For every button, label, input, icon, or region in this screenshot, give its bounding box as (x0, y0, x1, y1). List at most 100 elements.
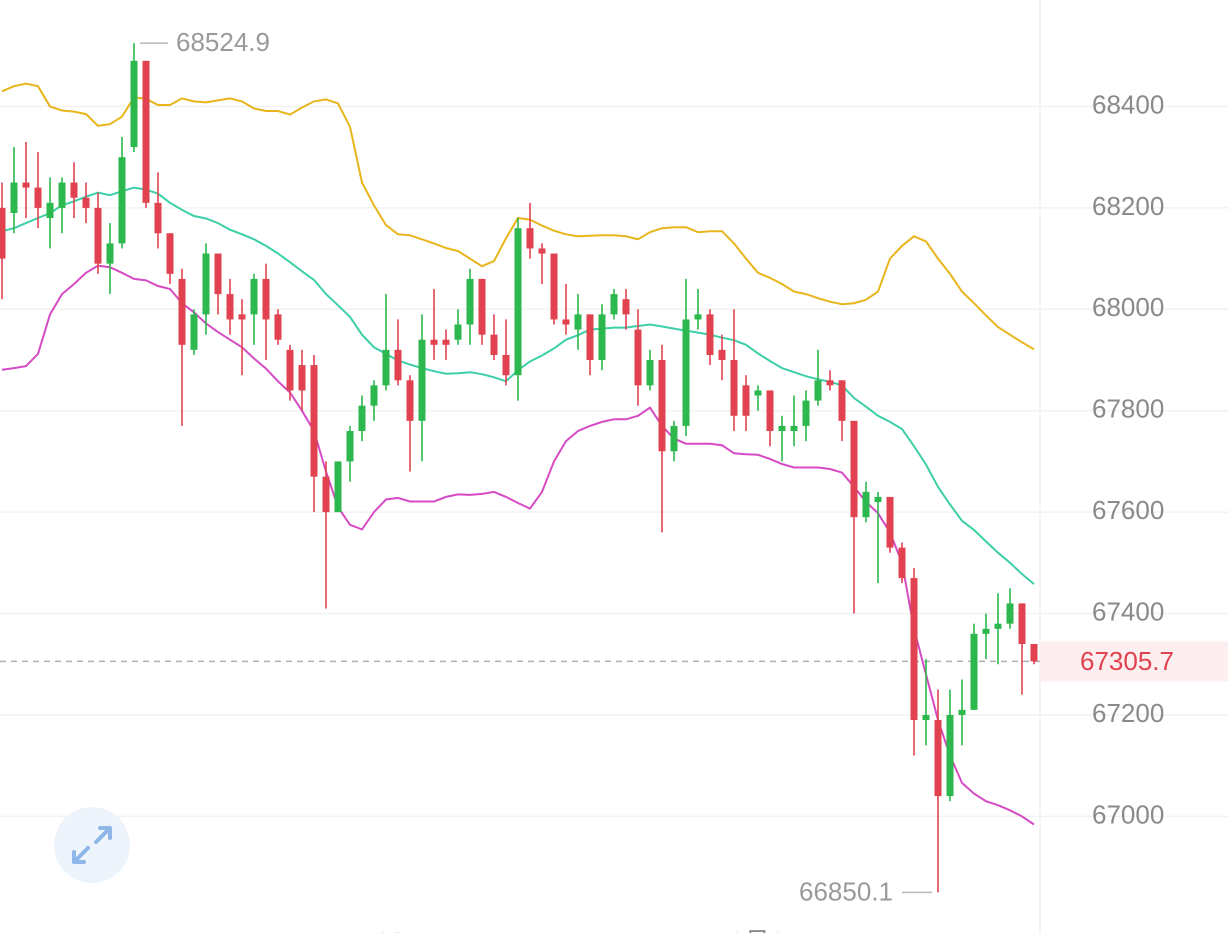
expand-icon[interactable] (72, 826, 112, 864)
band-line (1, 264, 1035, 826)
candle-body (706, 314, 714, 355)
candle-body (370, 385, 378, 406)
candle-body (358, 405, 366, 432)
candle-body (490, 334, 498, 355)
x-tick-label: 2月2 (730, 927, 785, 933)
candle-body (298, 365, 306, 391)
expand-circle[interactable] (54, 807, 130, 883)
candle-body (766, 390, 774, 432)
candle-body (382, 349, 390, 386)
candle-body (226, 294, 234, 320)
candle-body (898, 547, 906, 579)
candle-body (262, 278, 270, 320)
min-label: 66850.1 (799, 876, 893, 906)
candle-body (178, 278, 186, 345)
candle-body (442, 339, 450, 345)
last-price-box (1040, 641, 1228, 682)
candle-body (94, 207, 102, 264)
candle-body (190, 314, 198, 350)
candle-body (466, 278, 474, 325)
candle-body (958, 709, 966, 715)
candle-body (70, 182, 78, 198)
candle-body (982, 628, 990, 634)
y-tick-label: 68200 (1092, 191, 1164, 221)
candle-body (730, 360, 738, 416)
candle-body (658, 360, 666, 452)
candle-body (994, 623, 1002, 629)
candle-body (682, 319, 690, 426)
y-tick-label: 67800 (1092, 394, 1164, 424)
y-tick-label: 68400 (1092, 89, 1164, 119)
candle-body (550, 253, 558, 320)
candle-body (850, 420, 858, 518)
candle-body (310, 365, 318, 477)
candle-body (214, 253, 222, 295)
candle-body (202, 253, 210, 315)
candle-body (1030, 643, 1038, 662)
candle-body (154, 202, 162, 234)
candle-body (502, 354, 510, 376)
candle-body (838, 380, 846, 421)
candle-body (274, 314, 282, 340)
candle-body (874, 496, 882, 502)
candle-body (514, 228, 522, 376)
candle-body (934, 720, 942, 797)
y-tick-label: 67400 (1092, 596, 1164, 626)
expand-button[interactable] (54, 807, 130, 883)
candle-body (82, 197, 90, 208)
x-tick-label: 14:00 (339, 927, 404, 933)
candle-body (106, 243, 114, 264)
candle-body (802, 400, 810, 426)
candle-body (322, 476, 330, 513)
candle-body (970, 633, 978, 710)
y-tick-label: 67200 (1092, 698, 1164, 728)
candle-body (58, 182, 66, 208)
candle-body (670, 425, 678, 452)
candle-body (34, 187, 42, 208)
candle-body (22, 182, 30, 188)
candle-body (694, 314, 702, 320)
y-tick-label: 68000 (1092, 292, 1164, 322)
candle-body (418, 339, 426, 421)
candle-body (538, 248, 546, 254)
candle-body (754, 390, 762, 396)
candle-body (778, 425, 786, 432)
candle-body (574, 314, 582, 330)
candle-body (334, 461, 342, 513)
candle-body (130, 60, 138, 148)
candle-body (1006, 603, 1014, 624)
max-label: 68524.9 (176, 27, 270, 57)
candle-body (586, 314, 594, 361)
candle-body (814, 380, 822, 401)
candle-body (562, 319, 570, 325)
candle-body (250, 278, 258, 315)
candle-body (946, 714, 954, 797)
candle-body (46, 202, 54, 219)
candle-body (598, 314, 606, 361)
y-tick-label: 67000 (1092, 799, 1164, 829)
candle-body (742, 385, 750, 416)
candle-body (826, 380, 834, 386)
candle-body (922, 714, 930, 721)
y-tick-label: 67600 (1092, 495, 1164, 525)
candle-body (454, 324, 462, 340)
candle-body (886, 496, 894, 548)
candle-body (790, 425, 798, 432)
candle-body (286, 349, 294, 391)
candle-body (718, 349, 726, 361)
candle-body (238, 314, 246, 320)
candle-body (346, 431, 354, 462)
candle-body (118, 157, 126, 244)
candle-body (610, 294, 618, 315)
last-price-label: 67305.7 (1080, 646, 1174, 676)
candle-body (622, 299, 630, 315)
candle-body (526, 228, 534, 249)
candle-body (646, 360, 654, 386)
band-line (1, 82, 1035, 351)
candle-body (910, 578, 918, 721)
candle-body (478, 278, 486, 335)
candle-body (394, 349, 402, 381)
candle-body (0, 207, 6, 259)
